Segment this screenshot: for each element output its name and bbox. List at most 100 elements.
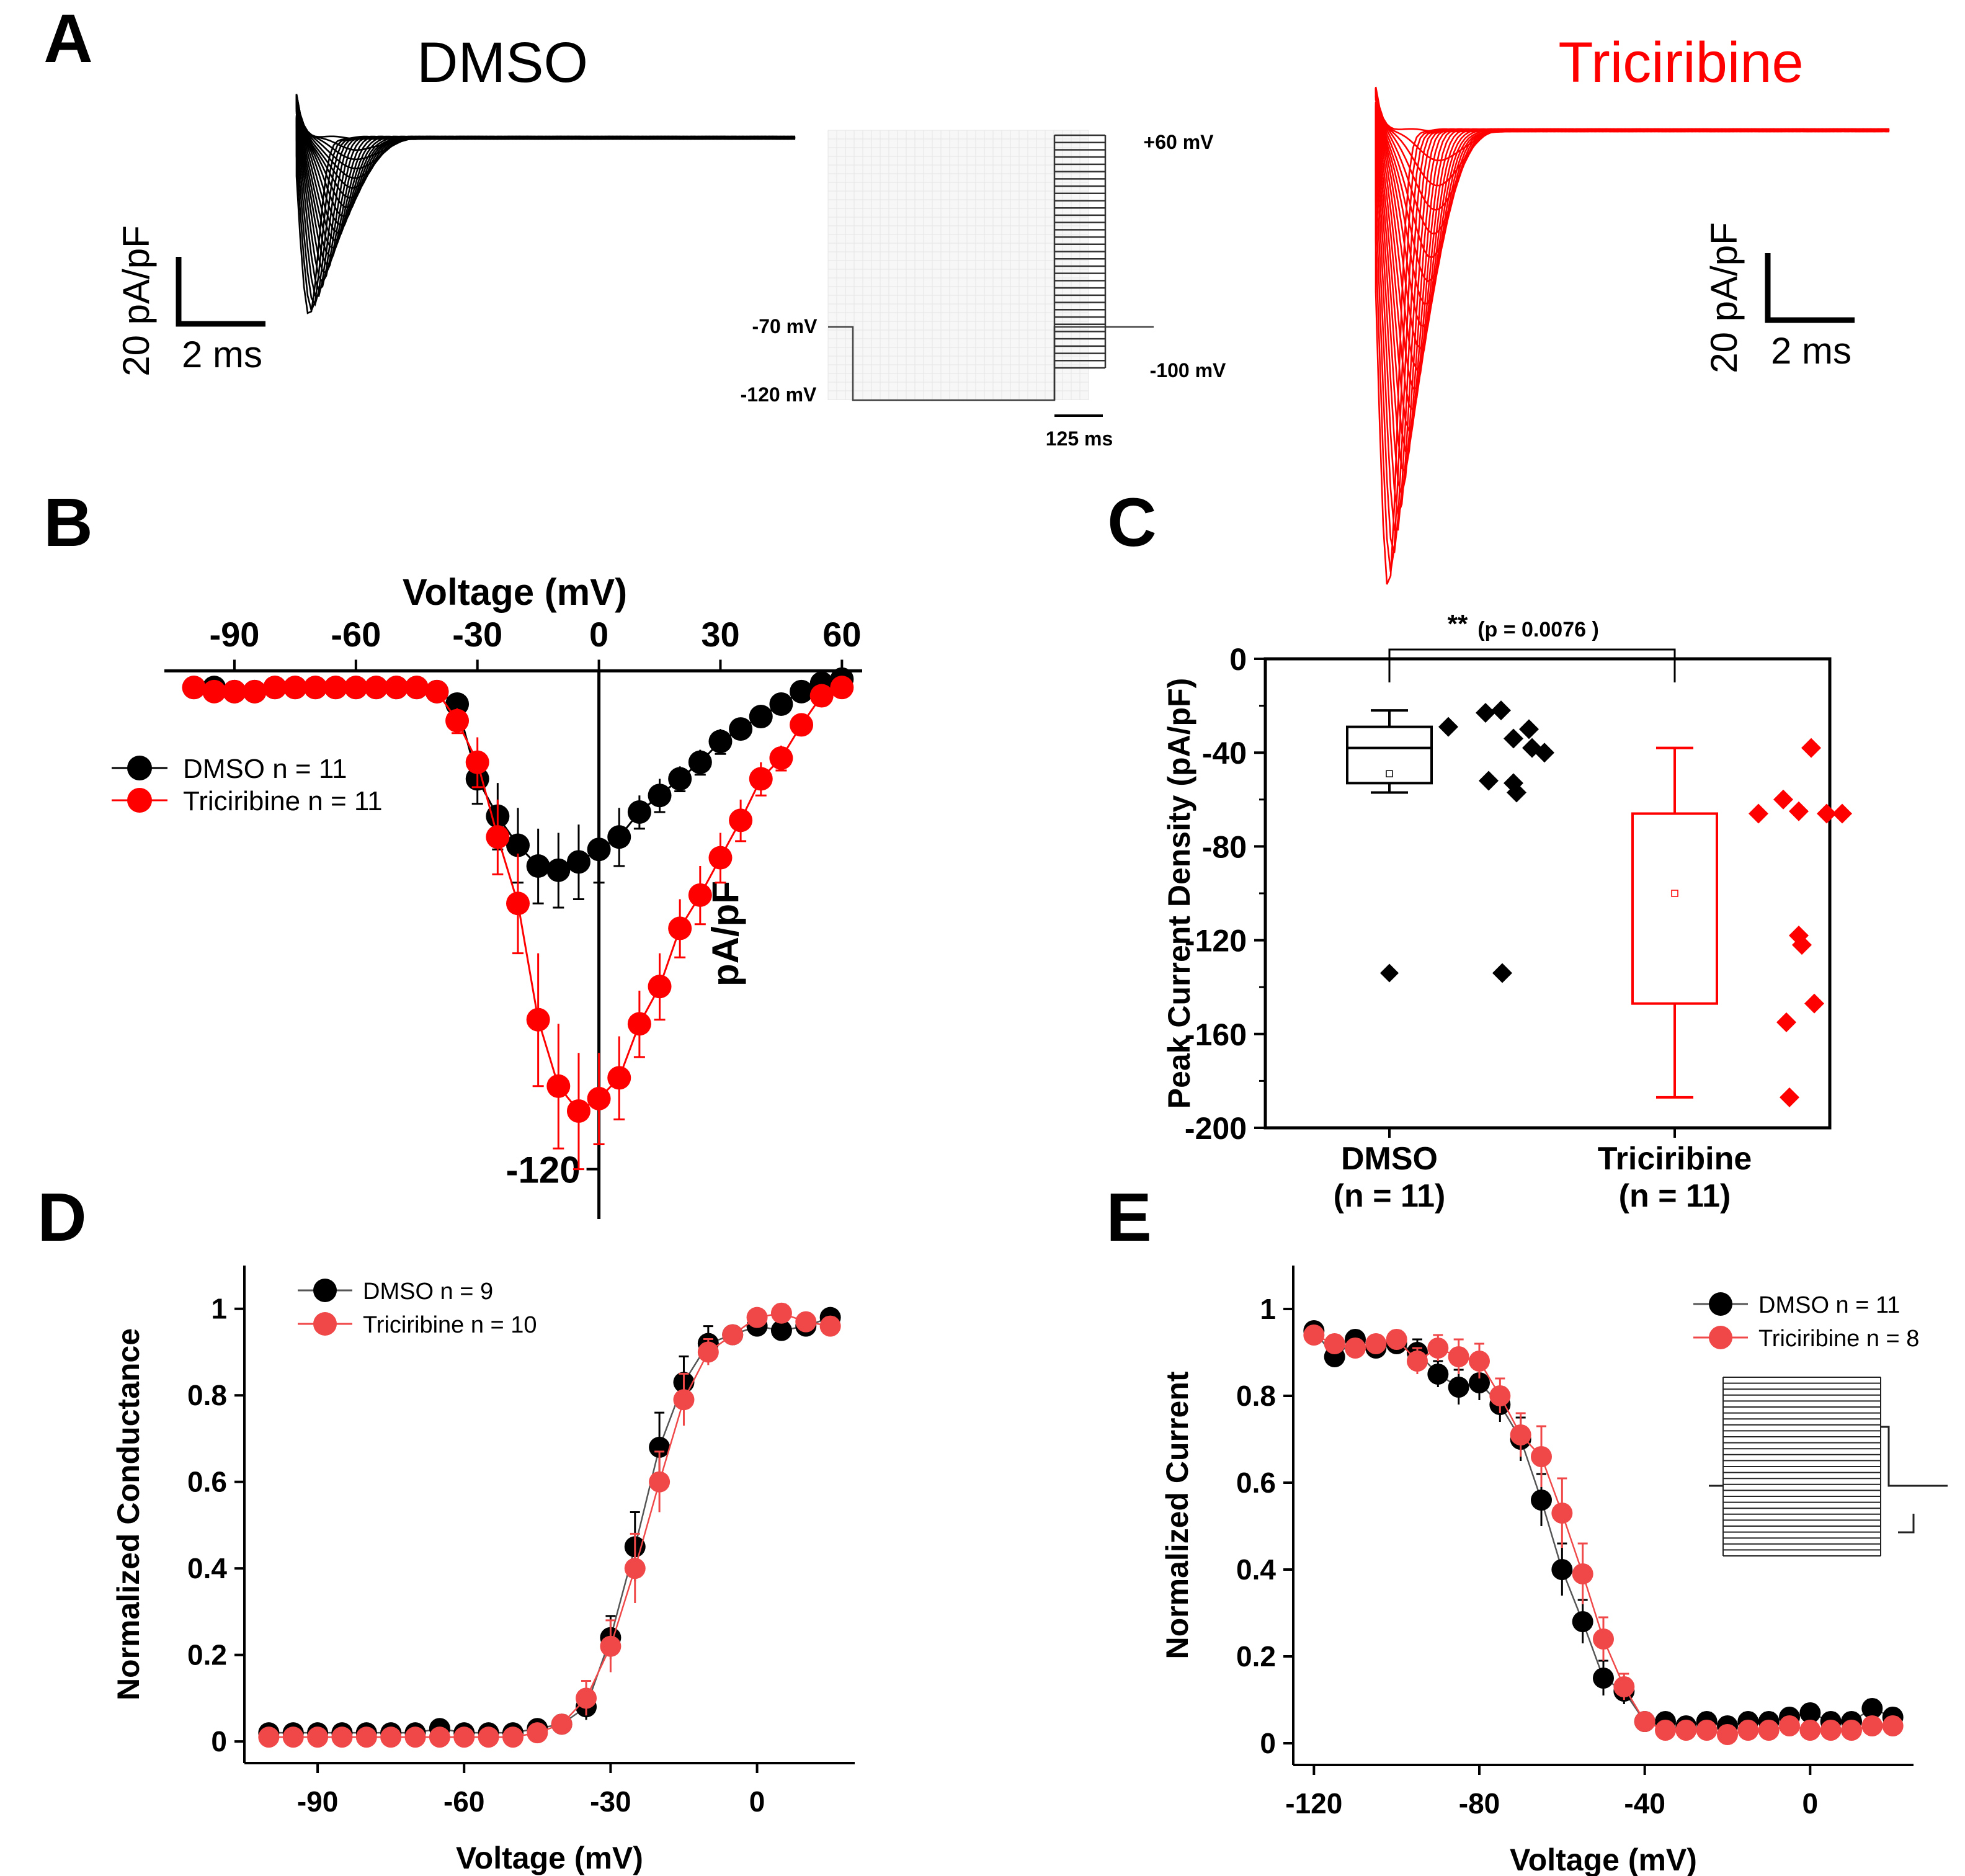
data-point: [830, 676, 854, 700]
current-trace: [295, 94, 796, 140]
current-trace: [295, 100, 796, 249]
data-point: [1469, 1351, 1490, 1372]
y-tick-label: 0: [1229, 642, 1247, 677]
x-tick-label: -80: [1459, 1787, 1500, 1820]
dmso-scalebar: 2 ms 20 pA/pF: [115, 225, 265, 377]
data-point: [607, 1066, 631, 1090]
data-point: [502, 1726, 524, 1748]
data-point: [770, 1320, 792, 1341]
significance-stars: **: [1448, 609, 1468, 638]
scale-bar-y-label: 20 pA/pF: [1703, 222, 1745, 373]
data-point: [429, 1726, 450, 1748]
data-point: [1438, 717, 1458, 737]
current-trace: [295, 109, 796, 274]
current-trace: [1375, 103, 1890, 434]
panel-a: DMSO Triciribine 2 ms 20 pA/pF 2 ms 20 pA/pF +…: [115, 31, 1890, 585]
data-point: [769, 692, 793, 716]
y-tick-label: -120: [506, 1150, 580, 1191]
data-point: [627, 1012, 651, 1036]
y-tick-label: -40: [1202, 736, 1247, 770]
data-point: [1820, 1720, 1842, 1741]
data-point: [729, 717, 753, 741]
data-point: [425, 679, 449, 704]
y-tick-label: -80: [1202, 829, 1247, 864]
x-axis-label: Voltage (mV): [456, 1841, 643, 1875]
panel-letter-d: D: [37, 1179, 86, 1256]
current-trace: [295, 118, 796, 307]
data-point: [486, 825, 510, 849]
y-tick-label: 0.6: [1236, 1467, 1276, 1499]
x-tick-label: -60: [331, 615, 381, 654]
data-point: [1448, 1346, 1469, 1367]
data-point: [546, 858, 571, 882]
current-trace: [295, 106, 796, 266]
y-tick-label: 0.2: [187, 1639, 227, 1671]
data-point: [1737, 1720, 1759, 1741]
data-point: [576, 1687, 597, 1709]
legend: DMSO n = 11 Triciribine n = 8: [1693, 1292, 1919, 1352]
data-point: [668, 916, 692, 940]
data-point: [404, 676, 429, 700]
data-point: [1832, 803, 1852, 824]
panel-e: 0 0.2 0.4 0.6 0.8 1 -120 -80 -40 0 Voltage (mV) Nor…: [1160, 1266, 1948, 1876]
data-point: [385, 676, 409, 700]
data-point: [526, 854, 550, 878]
x-tick-label: -90: [297, 1785, 338, 1818]
y-axis-label: Normalized Current: [1160, 1371, 1195, 1659]
data-point: [1510, 1424, 1531, 1445]
data-point: [222, 679, 246, 704]
data-point: [307, 1726, 329, 1748]
x-tick-label: 60: [822, 615, 861, 654]
box: [1631, 812, 1718, 1005]
legend-marker: [1709, 1326, 1732, 1349]
data-point: [1841, 1720, 1862, 1741]
plot-frame: [1263, 657, 1832, 1130]
data-point: [1448, 1377, 1469, 1398]
triciribine-scalebar: 2 ms 20 pA/pF: [1703, 222, 1855, 373]
data-point: [809, 684, 834, 708]
y-tick-label: 1: [1260, 1293, 1276, 1325]
data-point: [587, 1086, 611, 1110]
data-point: [1758, 1720, 1780, 1741]
x-tick-label: -60: [443, 1785, 484, 1818]
x-tick-label: 30: [701, 615, 739, 654]
x-tick-label: -30: [452, 615, 502, 654]
data-point: [673, 1389, 695, 1411]
group-n-label: (n = 11): [1619, 1178, 1731, 1214]
current-trace: [295, 94, 796, 189]
data-point: [790, 713, 814, 737]
data-point: [1780, 1087, 1799, 1107]
data-point: [355, 1726, 377, 1748]
data-point: [404, 1726, 426, 1748]
legend: DMSO n = 9 Triciribine n = 10: [298, 1279, 537, 1338]
data-point: [746, 1306, 768, 1328]
x-tick-label: 0: [589, 615, 608, 654]
data-point: [749, 767, 773, 791]
data-point: [1303, 1324, 1325, 1346]
legend-label: Triciribine n = 10: [363, 1312, 537, 1338]
data-point: [331, 1726, 353, 1748]
current-trace: [295, 97, 796, 226]
data-point: [1489, 1385, 1511, 1406]
y-tick-label: 1: [211, 1293, 227, 1325]
current-trace: [1375, 88, 1890, 162]
data-point: [688, 750, 712, 774]
data-point: [1507, 782, 1526, 803]
data-point: [1531, 1446, 1552, 1467]
scale-bar-x-label: 2 ms: [1771, 330, 1851, 372]
legend-marker: [313, 1312, 337, 1336]
triciribine-series: [182, 676, 854, 1171]
panel-d: 0 0.2 0.4 0.6 0.8 1 -90 -60 -30 0 Voltage (mV) Norm…: [111, 1266, 855, 1875]
data-point: [566, 850, 590, 874]
data-point: [607, 825, 631, 849]
data-point: [1799, 1702, 1821, 1723]
legend-marker: [127, 756, 152, 780]
panel-letter-b: B: [43, 485, 92, 561]
data-point: [729, 808, 753, 833]
triciribine-box: [1631, 738, 1852, 1107]
data-point: [790, 679, 814, 704]
triciribine-series: [1303, 1324, 1904, 1745]
data-point: [708, 730, 733, 754]
data-point: [1773, 789, 1793, 810]
data-point: [1882, 1715, 1904, 1736]
